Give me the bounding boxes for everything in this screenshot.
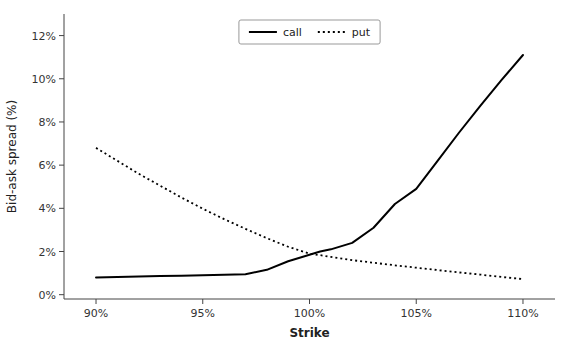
x-axis-title: Strike xyxy=(289,326,329,340)
y-tick-label: 4% xyxy=(39,202,56,215)
y-tick xyxy=(59,121,64,122)
y-tick-label: 6% xyxy=(39,159,56,172)
y-tick-label: 12% xyxy=(32,30,56,43)
legend-box xyxy=(239,20,380,44)
y-tick-label: 0% xyxy=(39,289,56,302)
y-tick-label: 10% xyxy=(32,73,56,86)
y-tick xyxy=(59,294,64,295)
series-line xyxy=(96,148,523,279)
y-axis-line xyxy=(64,14,65,299)
legend-swatch xyxy=(318,31,346,33)
x-tick-label: 105% xyxy=(401,307,432,320)
x-tick-label: 90% xyxy=(84,307,108,320)
y-tick xyxy=(59,208,64,209)
x-tick xyxy=(309,299,310,304)
y-axis-title: Bid-ask spread (%) xyxy=(5,100,19,213)
series-line xyxy=(96,55,523,277)
x-tick-label: 110% xyxy=(507,307,538,320)
legend-label: put xyxy=(352,26,371,39)
legend-swatch xyxy=(249,31,277,33)
legend-label: call xyxy=(283,26,302,39)
axes: 90% 95% 100% 105% 110% 0% 2% 4% 6% 8% 10% 12% xyxy=(32,14,555,320)
y-tick-label: 8% xyxy=(39,116,56,129)
x-tick xyxy=(522,299,523,304)
x-tick xyxy=(416,299,417,304)
legend: call put xyxy=(239,20,380,44)
y-tick xyxy=(59,35,64,36)
y-tick-label: 2% xyxy=(39,246,56,259)
x-tick xyxy=(96,299,97,304)
background xyxy=(0,0,571,345)
chart: 90% 95% 100% 105% 110% 0% 2% 4% 6% 8% 10% 12% Strike… xyxy=(0,0,571,345)
x-tick xyxy=(202,299,203,304)
x-tick-label: 100% xyxy=(294,307,325,320)
x-tick-label: 95% xyxy=(191,307,215,320)
y-tick xyxy=(59,78,64,79)
y-tick xyxy=(59,165,64,166)
y-tick xyxy=(59,251,64,252)
lines xyxy=(96,55,523,279)
